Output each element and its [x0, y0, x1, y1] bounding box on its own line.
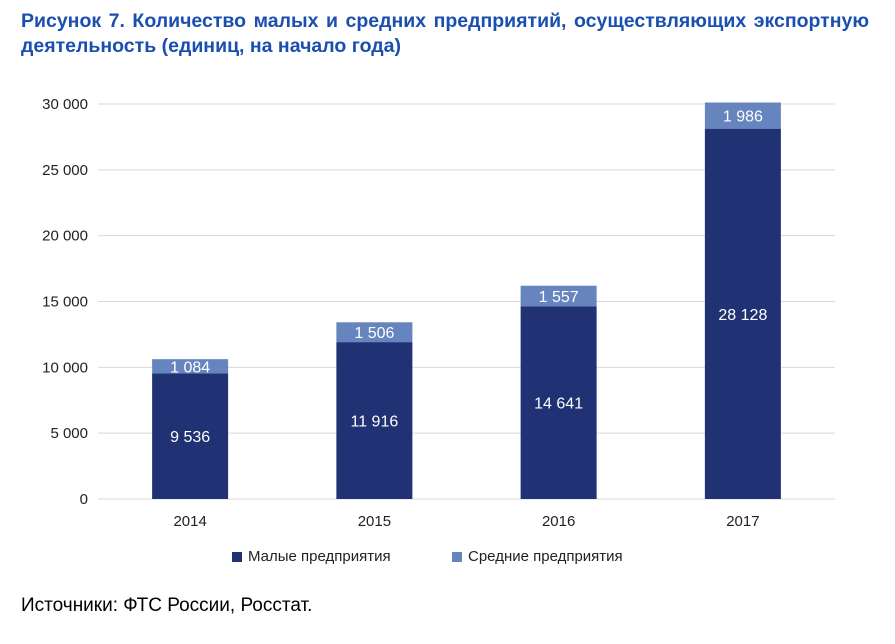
legend-item-medium: Средние предприятия	[452, 548, 623, 565]
bar-segment	[336, 322, 413, 343]
legend-label-medium: Средние предприятия	[468, 548, 623, 565]
x-tick-label: 2015	[358, 513, 391, 530]
y-tick-label: 20 000	[42, 228, 88, 245]
data-label: 1 506	[354, 325, 394, 342]
bar-segment	[520, 285, 597, 307]
data-label: 1 986	[723, 109, 763, 126]
legend-swatch-small	[232, 551, 242, 562]
source-note: Источники: ФТС России, Росстат.	[21, 595, 313, 616]
bar-segment	[336, 342, 413, 499]
y-tick-label: 10 000	[42, 359, 88, 376]
y-tick-label: 0	[80, 491, 88, 508]
bar-segment	[152, 359, 229, 374]
legend-label-small: Малые предприятия	[248, 548, 391, 565]
data-label: 9 536	[170, 429, 210, 446]
y-tick-label: 25 000	[42, 162, 88, 179]
bar-segment	[520, 306, 597, 499]
legend-item-small: Малые предприятия	[232, 548, 391, 565]
data-label: 1 557	[539, 289, 579, 306]
chart-title: Рисунок 7. Количество малых и средних пр…	[21, 10, 869, 57]
x-tick-label: 2016	[542, 513, 575, 530]
y-tick-label: 15 000	[42, 294, 88, 311]
bar-segment	[704, 128, 781, 499]
legend-swatch-medium	[452, 551, 462, 562]
bar-segment	[704, 102, 781, 129]
data-label: 28 128	[718, 307, 767, 324]
x-tick-label: 2014	[173, 513, 206, 530]
data-label: 11 916	[351, 414, 399, 431]
x-tick-label: 2017	[726, 513, 759, 530]
y-tick-label: 30 000	[42, 96, 88, 113]
bar-segment	[152, 373, 229, 499]
data-label: 1 084	[170, 359, 210, 376]
y-tick-label: 5 000	[50, 425, 88, 442]
data-label: 14 641	[534, 396, 583, 413]
stacked-bar-chart: 0 5 000 10 000 15 000 20 000 25 000 30 000 9 53…	[42, 96, 835, 530]
